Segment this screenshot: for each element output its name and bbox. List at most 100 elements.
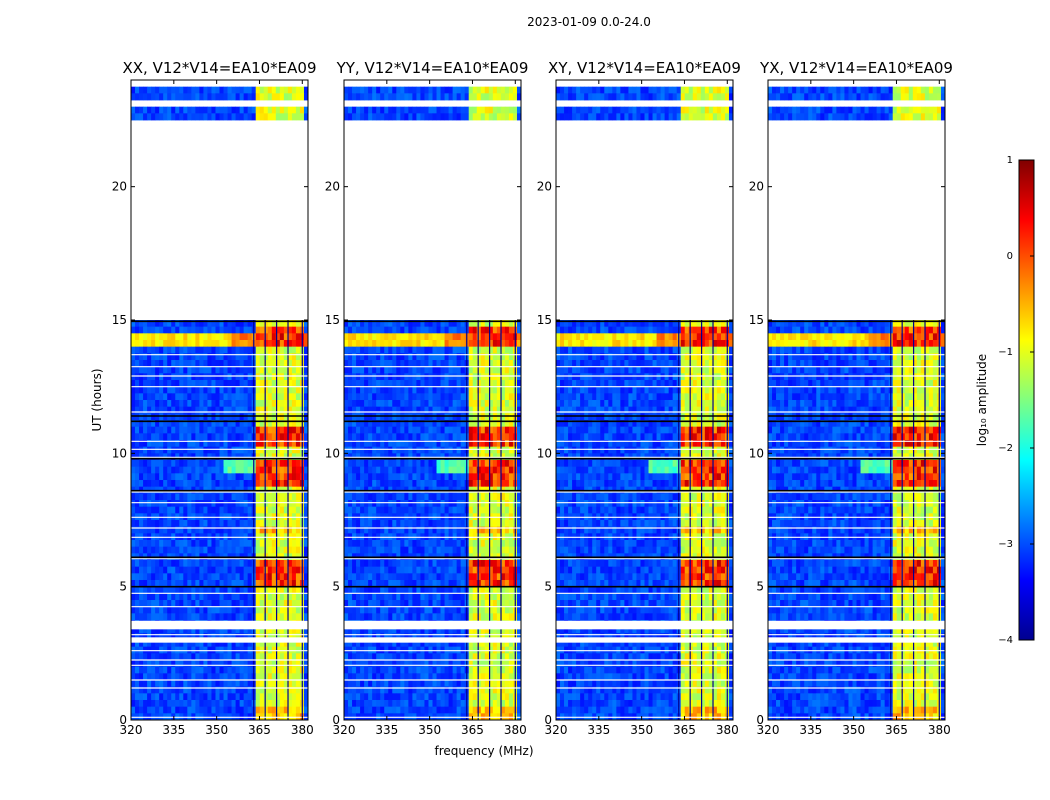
heatmap-cell — [211, 93, 216, 101]
heatmap-cell — [263, 113, 269, 121]
heatmap-cell — [259, 346, 265, 354]
heatmap-cell — [480, 566, 486, 574]
heatmap-cell — [496, 413, 502, 421]
heatmap-cell — [376, 333, 381, 341]
heatmap-cell — [303, 393, 309, 401]
heatmap-cell — [219, 460, 224, 468]
heatmap-cell — [179, 106, 184, 114]
heatmap-cell — [243, 106, 249, 114]
heatmap-cell — [203, 566, 208, 574]
heatmap-cell — [279, 426, 285, 434]
heatmap-cell — [440, 320, 445, 328]
heatmap-cell — [420, 340, 425, 348]
heatmap-cell — [151, 613, 156, 621]
heatmap-cell — [436, 93, 441, 101]
heatmap-cell — [179, 653, 184, 661]
heatmap-cell — [404, 573, 409, 581]
heatmap-cell — [468, 433, 474, 441]
heatmap-cell — [255, 666, 261, 674]
heatmap-cell — [476, 386, 482, 394]
heatmap-cell — [187, 360, 192, 368]
heatmap-cell — [303, 693, 309, 701]
heatmap-cell — [203, 446, 208, 454]
heatmap-cell — [275, 106, 281, 114]
heatmap-cell — [352, 360, 357, 368]
heatmap-cell — [436, 480, 441, 488]
heatmap-cell — [203, 433, 208, 441]
heatmap-cell — [203, 113, 208, 121]
heatmap-cell — [460, 413, 466, 421]
heatmap-cell — [151, 580, 156, 588]
heatmap-cell — [424, 493, 429, 501]
heatmap-cell — [484, 573, 490, 581]
heatmap-cell — [167, 580, 172, 588]
heatmap-cell — [372, 506, 377, 514]
heatmap-cell — [263, 393, 269, 401]
heatmap-cell — [392, 93, 397, 101]
heatmap-cell — [348, 426, 353, 434]
heatmap-cell — [448, 333, 454, 341]
heatmap-cell — [147, 640, 152, 648]
heatmap-cell — [271, 380, 277, 388]
heatmap-cell — [203, 673, 208, 681]
heatmap-cell — [147, 560, 152, 568]
heatmap-cell — [504, 373, 510, 381]
heatmap-cell — [508, 106, 514, 114]
heatmap-cell — [448, 573, 454, 581]
heatmap-cell — [412, 460, 417, 468]
heatmap-cell — [283, 113, 289, 121]
heatmap-cell — [380, 413, 385, 421]
heatmap-cell — [432, 393, 437, 401]
heatmap-cell — [239, 386, 245, 394]
heatmap-cell — [163, 493, 168, 501]
heatmap-cell — [263, 706, 269, 714]
heatmap-cell — [239, 380, 245, 388]
heatmap-cell — [187, 633, 192, 641]
heatmap-cell — [295, 93, 301, 101]
heatmap-cell — [179, 526, 184, 534]
heatmap-cell — [436, 366, 441, 374]
heatmap-cell — [424, 546, 429, 554]
y-tick-label: 5 — [119, 580, 127, 594]
heatmap-cell — [183, 320, 188, 328]
heatmap-cell — [476, 466, 482, 474]
heatmap-cell — [131, 593, 136, 601]
heatmap-cell — [151, 386, 156, 394]
heatmap-cell — [131, 666, 136, 674]
heatmap-cell — [460, 586, 466, 594]
heatmap-cell — [448, 446, 454, 454]
heatmap-cell — [135, 413, 140, 421]
heatmap-cell — [428, 353, 433, 361]
heatmap-cell — [428, 473, 433, 481]
heatmap-cell — [239, 600, 245, 608]
heatmap-cell — [400, 406, 405, 414]
heatmap-cell — [348, 93, 353, 101]
heatmap-cell — [219, 413, 224, 421]
heatmap-cell — [420, 546, 425, 554]
heatmap-cell — [388, 386, 393, 394]
heatmap-cell — [472, 346, 478, 354]
heatmap-cell — [243, 680, 249, 688]
heatmap-cell — [247, 433, 253, 441]
heatmap-cell — [171, 413, 176, 421]
heatmap-cell — [492, 413, 498, 421]
heatmap-cell — [400, 606, 405, 614]
heatmap-cell — [356, 433, 361, 441]
heatmap-cell — [500, 480, 506, 488]
heatmap-cell — [155, 360, 160, 368]
heatmap-cell — [159, 420, 164, 428]
heatmap-cell — [456, 320, 462, 328]
heatmap-cell — [231, 340, 236, 348]
heatmap-cell — [464, 93, 470, 101]
heatmap-cell — [500, 420, 506, 428]
heatmap-cell — [396, 86, 401, 94]
heatmap-cell — [223, 666, 228, 674]
heatmap-cell — [191, 540, 196, 548]
heatmap-cell — [171, 520, 176, 528]
heatmap-cell — [380, 480, 385, 488]
heatmap-cell — [388, 446, 393, 454]
heatmap-cell — [283, 480, 289, 488]
heatmap-cell — [303, 340, 309, 348]
heatmap-cell — [163, 353, 168, 361]
heatmap-cell — [476, 333, 482, 341]
